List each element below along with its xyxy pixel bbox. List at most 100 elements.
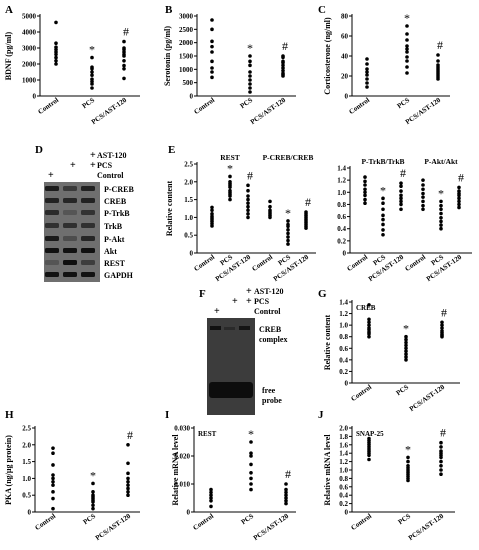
blot-d-label-pcs: PCS	[97, 161, 113, 170]
y-tick-label: 0.2	[339, 500, 348, 508]
data-point	[284, 487, 288, 492]
data-point	[381, 222, 385, 227]
data-point	[457, 193, 461, 198]
data-point	[457, 199, 461, 204]
y-tick-label: 1.4	[337, 165, 346, 173]
data-point	[439, 445, 443, 449]
data-point	[381, 217, 385, 222]
y-tick-label: 3000	[179, 13, 194, 21]
data-point	[286, 224, 290, 229]
data-point	[405, 32, 409, 36]
y-tick-label: 0.6	[337, 213, 346, 221]
data-point	[249, 440, 253, 444]
data-point	[367, 453, 371, 458]
significance-mark: *	[89, 43, 95, 57]
y-tick-label: 0.8	[339, 475, 348, 483]
x-tick-label: Control	[193, 96, 217, 116]
panel-letter-a: A	[5, 4, 13, 16]
data-point	[246, 188, 250, 193]
x-tick-label: Control	[346, 253, 370, 273]
y-tick-label: 60	[341, 33, 349, 41]
y-tick-label: 500	[183, 79, 194, 87]
data-point	[126, 461, 130, 466]
data-point	[457, 185, 461, 190]
blot-d-mark-pcs-2: +	[90, 160, 96, 171]
data-point	[421, 187, 425, 192]
y-tick-label: 1.0	[339, 467, 348, 475]
significance-mark: *	[404, 11, 410, 25]
data-point	[399, 189, 403, 193]
data-point	[281, 55, 285, 60]
group-title: P-CREB/CREB	[263, 153, 314, 162]
chart-e: 0 0.5 1.0 1.5 2.0 2.5 Relative content REST P-CR…	[165, 153, 316, 283]
data-point	[54, 55, 58, 60]
data-point	[421, 203, 425, 208]
data-point	[248, 63, 252, 68]
data-point	[248, 70, 252, 74]
data-point	[90, 86, 94, 90]
data-point	[51, 496, 55, 501]
x-tick-label: PCS	[397, 512, 413, 526]
data-point	[249, 454, 253, 458]
data-point	[404, 352, 408, 356]
y-tick-label: 1.4	[339, 450, 348, 458]
data-point	[365, 81, 369, 85]
data-point	[439, 455, 443, 460]
data-point	[246, 183, 250, 188]
x-tick-label: PCS/AST-120	[425, 253, 464, 283]
x-tick-label: PCS/AST-120	[94, 512, 133, 542]
significance-mark: *	[247, 41, 253, 55]
group-title: REST	[220, 153, 240, 162]
data-point	[122, 54, 126, 58]
chart-h: 0 0.5 1.0 1.5 2.0 2.5 PKA (ng/µg protein) Contr…	[4, 425, 140, 542]
blot-band	[63, 260, 77, 265]
y-tick-label: 2.5	[22, 425, 31, 433]
data-point	[440, 334, 444, 339]
y-tick-label: 0.030	[174, 425, 190, 433]
data-point	[246, 197, 250, 202]
x-tick-label: Control	[350, 512, 374, 532]
data-point	[126, 486, 130, 491]
y-tick-label: 2000	[179, 39, 194, 47]
data-point	[210, 70, 214, 74]
data-point	[126, 490, 130, 494]
x-tick-label: Control	[192, 512, 216, 532]
blot-band	[63, 236, 77, 241]
blot-band	[45, 210, 59, 215]
data-point	[439, 199, 443, 204]
x-tick-label: Control	[34, 512, 58, 532]
y-tick-label: 0	[187, 509, 191, 517]
data-point	[367, 332, 371, 336]
data-point	[91, 506, 95, 511]
band-label-gapdh: GAPDH	[104, 271, 134, 280]
data-point	[210, 205, 214, 210]
y-tick-label: 1000	[22, 77, 37, 85]
significance-mark: #	[127, 428, 133, 442]
data-point	[54, 62, 58, 66]
x-tick-label: Control	[348, 96, 372, 116]
x-tick-label: PCS/AST-120	[214, 253, 253, 283]
data-point	[439, 440, 443, 445]
y-tick-label: 0.4	[339, 356, 348, 364]
data-point	[439, 211, 443, 216]
data-point	[457, 196, 461, 201]
x-tick-label: Control	[37, 96, 61, 116]
data-point	[284, 496, 288, 500]
chart-c: 0 20 40 60 80 Corticosterone (ng/ml) Control * P…	[323, 11, 450, 126]
y-axis-label: PKA (ng/µg protein)	[4, 435, 13, 505]
blot-band	[63, 198, 77, 203]
x-tick-label: PCS/AST-120	[90, 96, 129, 126]
data-point	[246, 204, 250, 209]
y-tick-label: 1.0	[339, 322, 348, 330]
y-tick-label: 0	[33, 93, 37, 101]
y-tick-label: 2.0	[22, 441, 31, 449]
data-point	[405, 44, 409, 48]
blot-f: + AST-120 + + PCS + Control CREB complex…	[207, 286, 287, 415]
blot-f-mark-ast: +	[246, 286, 252, 297]
blot-band	[45, 260, 59, 265]
data-point	[286, 228, 290, 232]
significance-mark: *	[403, 322, 409, 336]
x-tick-label: Control	[404, 253, 428, 273]
